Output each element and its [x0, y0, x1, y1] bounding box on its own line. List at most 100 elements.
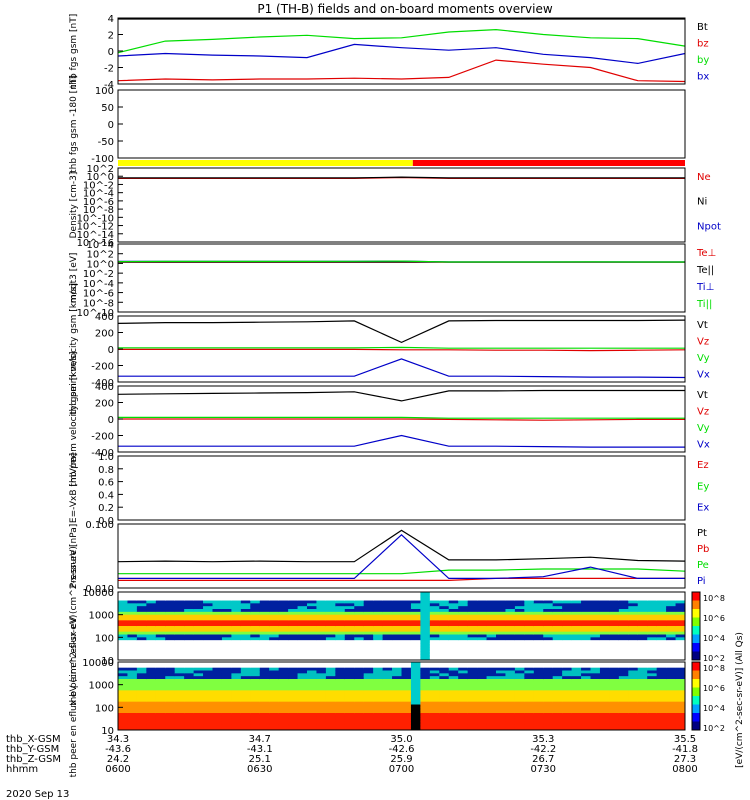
- heatmap-cell: [363, 628, 374, 633]
- heatmap-cell: [514, 710, 525, 714]
- heatmap-cell: [325, 617, 336, 621]
- heatmap-cell: [288, 645, 299, 650]
- heatmap-cell: [363, 614, 374, 618]
- heatmap-cell: [675, 715, 686, 720]
- heatmap-cell: [165, 634, 176, 638]
- heatmap-cell: [581, 648, 591, 652]
- heatmap-cell: [373, 713, 384, 717]
- heatmap-cell: [278, 597, 289, 601]
- heatmap-cell: [392, 592, 402, 596]
- heatmap-cell: [240, 609, 251, 613]
- heatmap-cell: [628, 727, 639, 731]
- heatmap-cell: [571, 637, 582, 641]
- heatmap-cell: [581, 600, 591, 604]
- heatmap-cell: [240, 687, 251, 691]
- heatmap-cell: [118, 637, 128, 641]
- heatmap-cell: [278, 654, 289, 658]
- heatmap-cell: [155, 620, 166, 624]
- heatmap-cell: [155, 651, 166, 655]
- heatmap-cell: [618, 693, 629, 697]
- heatmap-cell: [618, 600, 629, 604]
- heatmap-cell: [505, 662, 516, 666]
- heatmap-cell: [524, 631, 535, 635]
- heatmap-cell: [429, 718, 440, 722]
- heatmap-cell: [221, 620, 232, 624]
- heatmap-cell: [467, 626, 478, 630]
- heatmap-cell: [288, 640, 299, 644]
- heatmap-cell: [590, 715, 601, 720]
- heatmap-cell: [439, 662, 450, 666]
- panel-frame: [117, 523, 686, 589]
- heatmap-cell: [363, 651, 374, 655]
- heatmap-cell: [496, 606, 506, 610]
- heatmap-cell: [505, 704, 516, 708]
- heatmap-cell: [335, 594, 346, 599]
- heatmap-cell: [250, 606, 261, 610]
- heatmap-cell: [373, 620, 384, 624]
- heatmap-cell: [637, 710, 648, 714]
- heatmap-cell: [581, 690, 591, 694]
- heatmap-cell: [420, 614, 431, 618]
- heatmap-cell: [373, 617, 384, 621]
- heatmap-cell: [637, 673, 648, 677]
- heatmap-cell: [562, 693, 573, 697]
- heatmap-cell: [439, 701, 450, 705]
- heatmap-cell: [354, 681, 365, 686]
- heatmap-cell: [486, 594, 497, 599]
- heatmap-cell: [335, 631, 346, 635]
- heatmap-cell: [467, 673, 478, 677]
- heatmap-cell: [250, 667, 261, 671]
- heatmap-cell: [496, 724, 506, 728]
- heatmap-cell: [259, 617, 270, 621]
- heatmap-cell: [278, 594, 289, 599]
- heatmap-cell: [118, 657, 128, 661]
- heatmap-cell: [259, 592, 270, 596]
- heatmap-cell: [514, 648, 525, 652]
- heatmap-cell: [155, 640, 166, 644]
- heatmap-cell: [231, 701, 242, 705]
- heatmap-cell: [316, 701, 327, 705]
- heatmap-cell: [514, 640, 525, 644]
- heatmap-cell: [259, 594, 270, 599]
- heatmap-cell: [609, 664, 620, 669]
- heatmap-cell: [127, 609, 138, 613]
- heatmap-cell: [184, 643, 195, 647]
- heatmap-cell: [656, 701, 667, 705]
- heatmap-cell: [127, 679, 138, 683]
- heatmap-cell: [146, 684, 157, 688]
- heatmap-cell: [410, 670, 421, 674]
- heatmap-cell: [250, 592, 261, 596]
- heatmap-cell: [307, 662, 317, 666]
- heatmap-cell: [184, 645, 195, 650]
- heatmap-cell: [581, 724, 591, 728]
- heatmap-cell: [656, 645, 667, 650]
- heatmap-cell: [269, 704, 280, 708]
- heatmap-cell: [118, 631, 128, 635]
- heatmap-cell: [354, 631, 365, 635]
- heatmap-cell: [543, 620, 554, 624]
- heatmap-cell: [505, 696, 516, 700]
- heatmap-cell: [609, 597, 620, 601]
- heatmap-cell: [656, 707, 667, 711]
- y-tick-label: 200: [95, 329, 114, 340]
- heatmap-cell: [609, 645, 620, 650]
- heatmap-cell: [307, 664, 317, 669]
- heatmap-cell: [581, 645, 591, 650]
- heatmap-cell: [240, 667, 251, 671]
- heatmap-cell: [231, 664, 242, 669]
- heatmap-cell: [581, 626, 591, 630]
- heatmap-cell: [647, 664, 658, 669]
- heatmap-cell: [373, 606, 384, 610]
- heatmap-cell: [382, 645, 393, 650]
- heatmap-cell: [571, 690, 582, 694]
- heatmap-cell: [656, 600, 667, 604]
- heatmap-cell: [562, 628, 573, 633]
- heatmap-cell: [127, 597, 138, 601]
- heatmap-cell: [467, 611, 478, 616]
- legend-label: bx: [697, 72, 709, 83]
- heatmap-cell: [467, 631, 478, 635]
- heatmap-cell: [401, 713, 412, 717]
- heatmap-cell: [410, 710, 421, 714]
- heatmap-cell: [552, 611, 563, 616]
- heatmap-cell: [410, 667, 421, 671]
